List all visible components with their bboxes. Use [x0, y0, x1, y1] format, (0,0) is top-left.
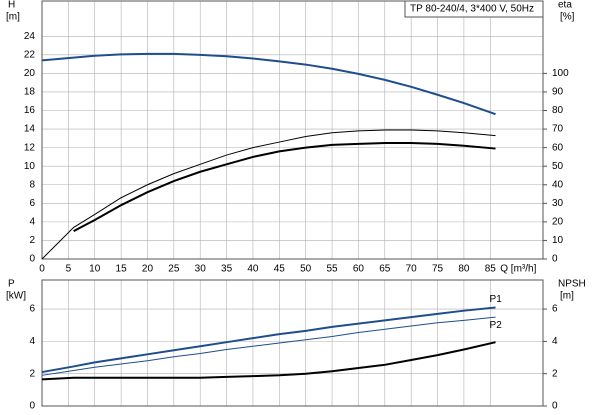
- y-tick-label: 0: [29, 401, 35, 412]
- y2-tick-label: 100: [552, 68, 569, 79]
- x-tick-label: 65: [379, 264, 391, 275]
- x-tick-label: 50: [300, 264, 312, 275]
- y2-tick-label: 0: [552, 401, 558, 412]
- y2-axis-label: eta: [558, 0, 572, 11]
- x-tick-label: 55: [326, 264, 338, 275]
- y-axis-label: H: [8, 0, 15, 11]
- y2-tick-label: 60: [552, 142, 564, 153]
- series-line: [41, 129, 496, 260]
- plot-frame: [41, 279, 544, 407]
- x-tick-label: 35: [221, 264, 233, 275]
- series-line: [41, 341, 496, 381]
- y2-tick-label: 20: [552, 217, 564, 228]
- y-tick-label: 22: [24, 49, 36, 60]
- y2-tick-label: 6: [552, 304, 558, 315]
- title-box: [404, 0, 544, 18]
- x-tick-label: 15: [116, 264, 128, 275]
- y-axis-unit: [kW]: [6, 291, 26, 302]
- x-tick-label: 30: [195, 264, 207, 275]
- x-tick-label: 60: [353, 264, 365, 275]
- series-line: [41, 306, 496, 374]
- y-tick-label: 4: [29, 217, 35, 228]
- y-tick-label: 16: [24, 105, 36, 116]
- series-line: [41, 316, 496, 376]
- y2-tick-label: 70: [552, 124, 564, 135]
- y-tick-label: 18: [24, 87, 36, 98]
- x-axis-label: Q [m³/h]: [500, 264, 536, 275]
- y-tick-label: 12: [24, 142, 36, 153]
- x-tick-label: 75: [432, 264, 444, 275]
- y2-tick-label: 90: [552, 87, 564, 98]
- y2-axis-unit: [%]: [560, 12, 575, 23]
- y-axis-unit: [m]: [6, 12, 20, 23]
- plot-frame: [41, 0, 544, 260]
- y2-tick-label: 80: [552, 105, 564, 116]
- y2-axis-label: NPSH: [558, 279, 586, 290]
- y-axis-label: P: [8, 279, 15, 290]
- y-tick-label: 24: [24, 31, 36, 42]
- y2-tick-label: 30: [552, 198, 564, 209]
- x-tick-label: 25: [168, 264, 180, 275]
- x-tick-label: 85: [485, 264, 497, 275]
- y2-axis-unit: [m]: [560, 291, 574, 302]
- y2-tick-label: 0: [552, 254, 558, 265]
- x-tick-label: 20: [142, 264, 154, 275]
- y-tick-label: 6: [29, 198, 35, 209]
- chart-title: TP 80-240/4, 3*400 V, 50Hz: [410, 4, 534, 15]
- x-tick-label: 80: [458, 264, 470, 275]
- y2-tick-label: 50: [552, 161, 564, 172]
- y-tick-label: 10: [24, 161, 36, 172]
- series-label: P1: [490, 294, 503, 305]
- y-tick-label: 4: [29, 336, 35, 347]
- series-line: [73, 141, 496, 233]
- y2-tick-label: 40: [552, 179, 564, 190]
- y2-tick-label: 4: [552, 336, 558, 347]
- x-tick-label: 70: [406, 264, 418, 275]
- x-tick-label: 5: [66, 264, 72, 275]
- y-tick-label: 2: [29, 368, 35, 379]
- y-tick-label: 14: [24, 124, 36, 135]
- y2-tick-label: 10: [552, 235, 564, 246]
- y2-tick-label: 2: [552, 368, 558, 379]
- series-line: [41, 52, 496, 116]
- y-tick-label: 6: [29, 304, 35, 315]
- y-tick-label: 2: [29, 235, 35, 246]
- series-label: P2: [490, 320, 503, 331]
- y-tick-label: 8: [29, 179, 35, 190]
- x-tick-label: 45: [274, 264, 286, 275]
- x-tick-label: 0: [39, 264, 45, 275]
- x-tick-label: 10: [89, 264, 101, 275]
- y-tick-label: 20: [24, 68, 36, 79]
- y-tick-label: 0: [29, 254, 35, 265]
- x-tick-label: 40: [247, 264, 259, 275]
